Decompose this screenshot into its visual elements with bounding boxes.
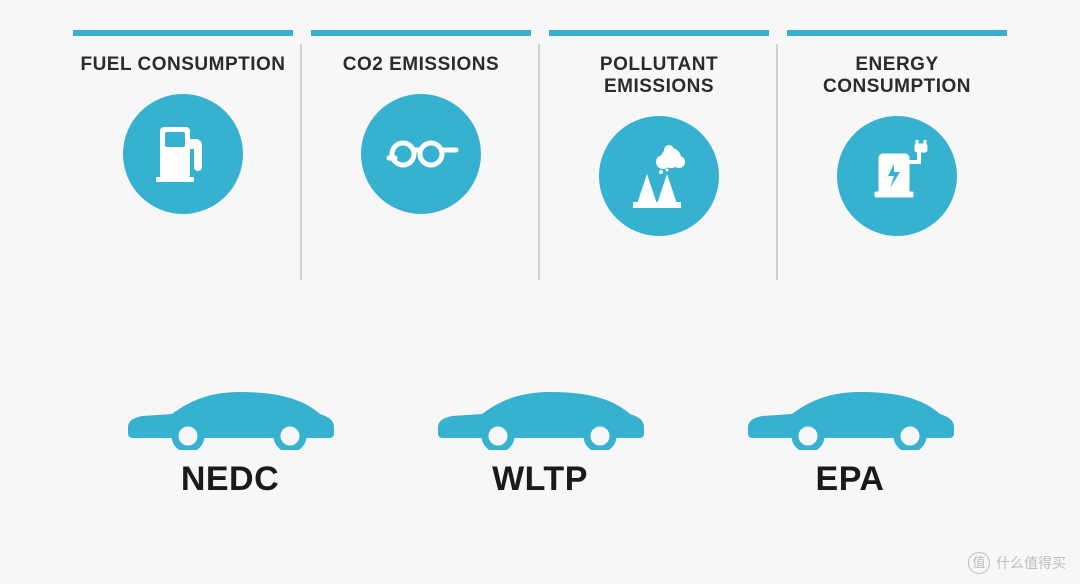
- card-title: FUEL CONSUMPTION: [73, 54, 293, 76]
- card-energy-consumption: ENERGY CONSUMPTION: [787, 30, 1007, 280]
- card-title: POLLUTANT EMISSIONS: [549, 54, 769, 98]
- card-title: ENERGY CONSUMPTION: [787, 54, 1007, 98]
- card-co2-emissions: CO2 EMISSIONS: [311, 30, 531, 280]
- watermark-text: 什么值得买: [996, 553, 1066, 573]
- ev-plug-icon: [837, 116, 957, 236]
- car-icon: [430, 370, 650, 450]
- standards-row: NEDC WLTP EPA: [0, 370, 1080, 499]
- standard-label: NEDC: [120, 460, 340, 499]
- card-divider: [300, 44, 302, 280]
- card-divider: [538, 44, 540, 280]
- card-accent-bar: [549, 30, 769, 36]
- standard-label: EPA: [740, 460, 960, 499]
- watermark: 值 什么值得买: [968, 552, 1066, 574]
- standard-label: WLTP: [430, 460, 650, 499]
- fuel-pump-icon: [123, 94, 243, 214]
- card-accent-bar: [311, 30, 531, 36]
- factory-smoke-icon: [599, 116, 719, 236]
- metrics-row: FUEL CONSUMPTION CO2 EMISSIONS: [0, 0, 1080, 280]
- exhaust-pipes-icon: [361, 94, 481, 214]
- card-fuel-consumption: FUEL CONSUMPTION: [73, 30, 293, 280]
- car-icon: [740, 370, 960, 450]
- card-accent-bar: [787, 30, 1007, 36]
- card-divider: [776, 44, 778, 280]
- car-icon: [120, 370, 340, 450]
- standard-nedc: NEDC: [120, 370, 340, 499]
- card-title: CO2 EMISSIONS: [311, 54, 531, 76]
- card-pollutant-emissions: POLLUTANT EMISSIONS: [549, 30, 769, 280]
- standard-wltp: WLTP: [430, 370, 650, 499]
- card-accent-bar: [73, 30, 293, 36]
- standard-epa: EPA: [740, 370, 960, 499]
- watermark-badge: 值: [968, 552, 990, 574]
